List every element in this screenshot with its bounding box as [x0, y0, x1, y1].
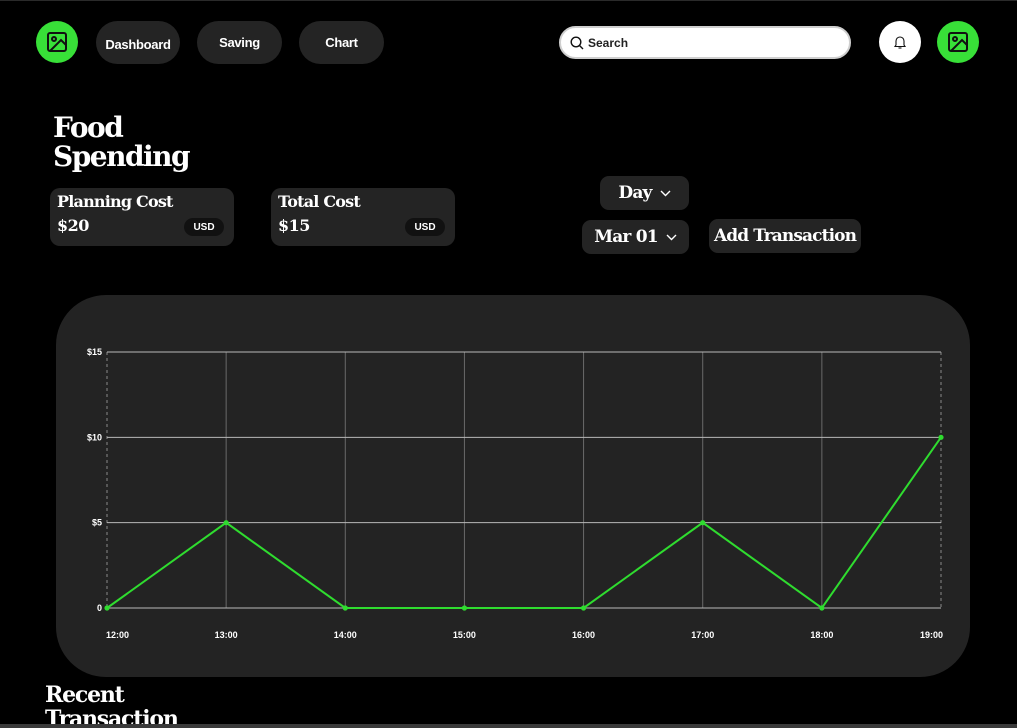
total-cost-card: Total Cost $15 USD: [271, 188, 455, 246]
date-dropdown[interactable]: Mar 01: [582, 220, 689, 254]
search-input[interactable]: [588, 35, 838, 50]
period-dropdown[interactable]: Day: [600, 176, 689, 210]
search-icon: [570, 35, 584, 49]
spending-chart: 0 $5 $10 $15 12:00 13:00 14:00 15:00 16:00 17:00 1…: [56, 295, 970, 677]
data-point: [938, 434, 944, 440]
planning-cost-label: Planning Cost: [57, 192, 173, 211]
data-point: [104, 605, 110, 611]
x-tick-label: 15:00: [453, 630, 476, 640]
nav-saving[interactable]: Saving: [197, 21, 282, 64]
currency-badge: USD: [184, 218, 224, 236]
page-title: Food Spending: [53, 111, 191, 173]
chevron-down-icon: [660, 190, 671, 196]
total-cost-label: Total Cost: [278, 192, 361, 211]
x-tick-label: 13:00: [215, 630, 238, 640]
chevron-down-icon: [666, 234, 677, 240]
image-icon: [948, 32, 968, 52]
nav-dashboard-label: Dashboard: [105, 36, 171, 52]
bottom-scrollbar: [0, 724, 1017, 728]
currency-badge: USD: [405, 218, 445, 236]
y-tick-label: $15: [87, 347, 102, 357]
nav-dashboard[interactable]: Dashboard: [96, 21, 180, 64]
recent-transaction-title: Recent Transaction: [45, 682, 179, 728]
x-tick-label: 12:00: [106, 630, 129, 640]
add-transaction-label: Add Transaction: [713, 226, 857, 246]
y-tick-label: 0: [97, 603, 102, 613]
period-value: Day: [618, 183, 652, 203]
series-line: [106, 436, 942, 610]
y-tick-label: $5: [92, 518, 102, 528]
search-bar[interactable]: [559, 26, 851, 59]
planning-cost-value: $20: [57, 216, 89, 235]
x-tick-label: 18:00: [810, 630, 833, 640]
nav-saving-label: Saving: [219, 35, 260, 50]
add-transaction-button[interactable]: Add Transaction: [709, 219, 861, 253]
nav-chart-label: Chart: [325, 35, 358, 50]
nav-chart[interactable]: Chart: [299, 21, 384, 64]
planning-cost-card: Planning Cost $20 USD: [50, 188, 234, 246]
image-icon: [47, 32, 67, 52]
notifications-button[interactable]: [879, 21, 921, 63]
y-tick-label: $10: [87, 432, 102, 442]
total-cost-value: $15: [278, 216, 310, 235]
data-point: [461, 605, 468, 611]
line-chart: 0 $5 $10 $15 12:00 13:00 14:00 15:00 16:00 17:00 1…: [87, 347, 944, 640]
logo-button[interactable]: [36, 21, 78, 63]
data-point: [819, 605, 825, 611]
data-point: [223, 520, 229, 526]
profile-avatar[interactable]: [937, 21, 979, 63]
data-point: [700, 520, 706, 526]
date-value: Mar 01: [594, 227, 658, 247]
x-tick-label: 16:00: [572, 630, 595, 640]
x-tick-label: 19:00: [920, 630, 943, 640]
bell-icon: [893, 36, 907, 49]
x-tick-label: 17:00: [691, 630, 714, 640]
data-point: [342, 605, 348, 611]
data-point: [580, 605, 587, 611]
x-tick-label: 14:00: [334, 630, 357, 640]
